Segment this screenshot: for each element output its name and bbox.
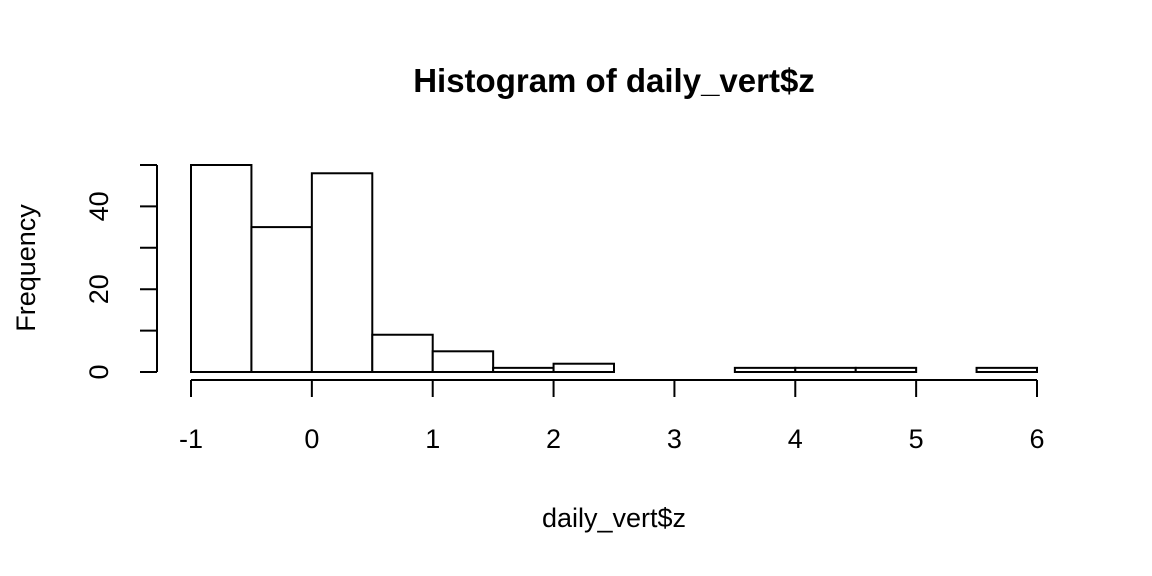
histogram-bar-0 <box>190 164 253 373</box>
histogram-bar-10 <box>794 366 857 373</box>
x-tick-label-1: 0 <box>304 424 319 454</box>
chart-title: Histogram of daily_vert$z <box>413 62 815 99</box>
histogram-bar-11 <box>854 366 918 373</box>
histogram-bar-1 <box>250 226 313 373</box>
y-tick-label-0: 0 <box>84 364 114 379</box>
x-tick-label-4: 3 <box>667 424 682 454</box>
y-tick-label-2: 40 <box>84 191 114 221</box>
x-tick-label-6: 5 <box>909 424 924 454</box>
histogram-bar-4 <box>431 350 495 373</box>
histogram-bar-2 <box>310 172 374 373</box>
x-tick-label-2: 1 <box>425 424 440 454</box>
x-axis-label: daily_vert$z <box>542 503 686 533</box>
histogram-bar-13 <box>975 366 1038 373</box>
x-tick-label-3: 2 <box>546 424 561 454</box>
bars-group <box>190 164 1038 374</box>
x-axis: -1 0 1 2 3 4 5 6 <box>179 379 1045 454</box>
x-tick-label-7: 6 <box>1029 424 1044 454</box>
x-tick-label-5: 4 <box>788 424 803 454</box>
y-tick-label-1: 20 <box>84 274 114 304</box>
x-tick-label-0: -1 <box>179 424 203 454</box>
histogram-bar-9 <box>733 366 797 373</box>
y-axis: 0 20 40 <box>84 164 158 380</box>
histogram-bar-3 <box>371 333 434 373</box>
y-axis-label: Frequency <box>11 204 41 332</box>
histogram-bar-5 <box>492 366 555 373</box>
histogram-bar-6 <box>552 362 615 374</box>
